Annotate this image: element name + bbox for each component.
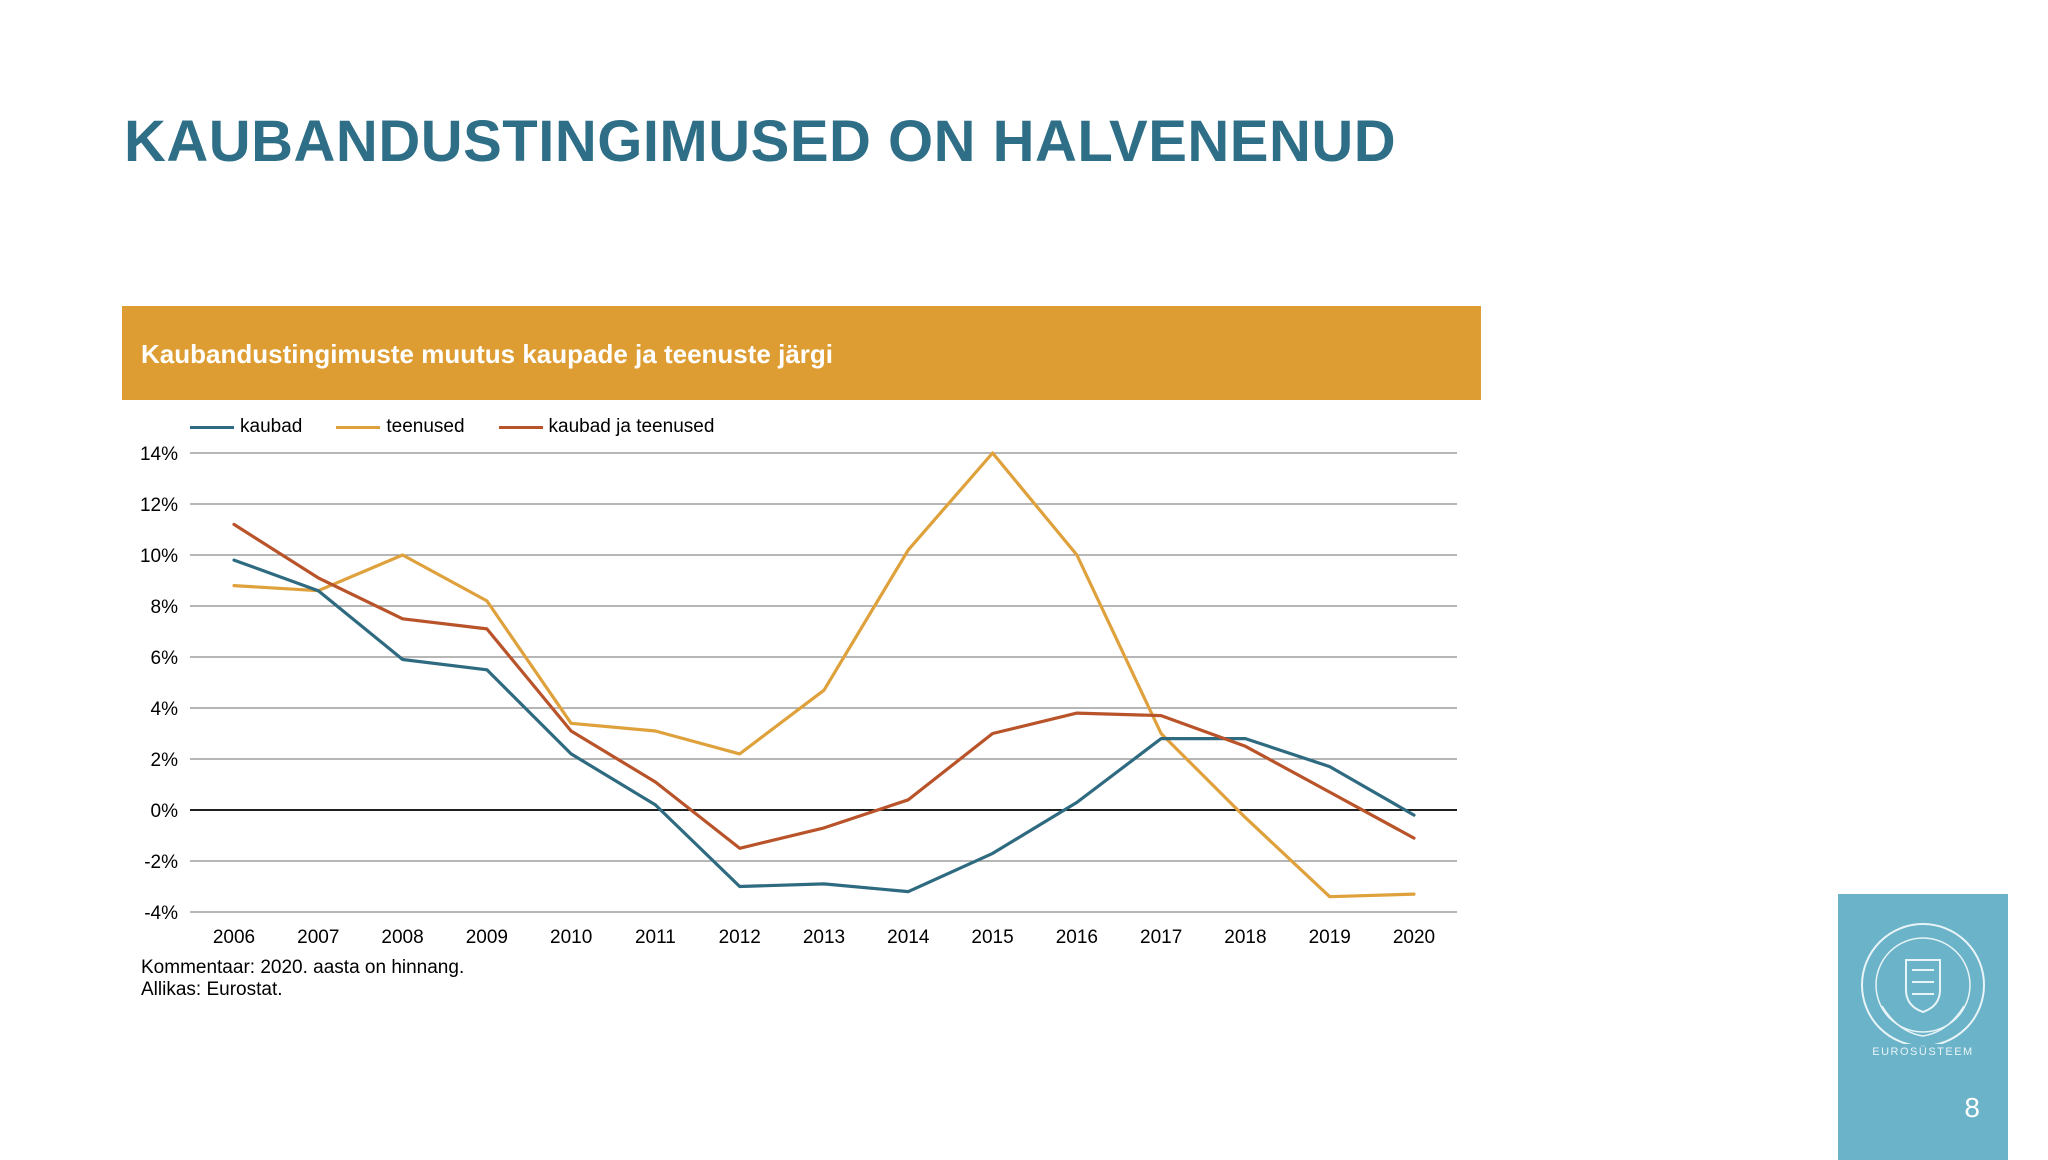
y-tick-label: 8% bbox=[151, 597, 179, 618]
x-tick-label: 2010 bbox=[550, 927, 592, 948]
chart-comment: Kommentaar: 2020. aasta on hinnang. bbox=[141, 957, 465, 978]
x-tick-label: 2011 bbox=[635, 927, 676, 948]
x-tick-label: 2012 bbox=[719, 927, 761, 948]
chart-legend: kaubad teenused kaubad ja teenused bbox=[190, 416, 748, 438]
chart-source: Allikas: Eurostat. bbox=[141, 979, 283, 1000]
y-tick-label: -4% bbox=[144, 903, 178, 924]
x-tick-label: 2006 bbox=[213, 927, 255, 948]
x-tick-label: 2009 bbox=[466, 927, 508, 948]
logo-label: EUROSÜSTEEM bbox=[1872, 1046, 1974, 1058]
x-tick-label: 2020 bbox=[1393, 927, 1435, 948]
line-chart: 14% 12% 10% 8% 6% 4% 2% 0% -2% -4% 2006 2007 2008 200… bbox=[140, 444, 1457, 948]
x-tick-label: 2015 bbox=[971, 927, 1013, 948]
legend-swatch-kaubad bbox=[190, 425, 234, 429]
legend-item-kaubad-ja-teenused: kaubad ja teenused bbox=[498, 416, 715, 438]
y-tick-label: 14% bbox=[140, 444, 178, 465]
y-tick-label: 6% bbox=[151, 648, 179, 669]
y-tick-label: 2% bbox=[151, 750, 179, 771]
chart-area: kaubad teenused kaubad ja teenused 14% 12… bbox=[122, 400, 1481, 1020]
page-number: 8 bbox=[1964, 1092, 1980, 1123]
x-tick-label: 2008 bbox=[381, 927, 423, 948]
eesti-pank-logo-icon bbox=[1861, 923, 1985, 1044]
slide-title: KAUBANDUSTINGIMUSED ON HALVENENUD bbox=[124, 109, 1397, 174]
x-tick-label: 2017 bbox=[1140, 927, 1182, 948]
y-tick-label: -2% bbox=[144, 852, 178, 873]
series-line-kaubad-ja-teenused bbox=[232, 522, 1416, 850]
legend-swatch-kaubad-ja-teenused bbox=[498, 425, 543, 429]
legend-label-kaubad-ja-teenused: kaubad ja teenused bbox=[548, 416, 715, 437]
y-tick-label: 4% bbox=[151, 699, 179, 720]
x-tick-label: 2019 bbox=[1309, 927, 1351, 948]
legend-item-kaubad: kaubad bbox=[190, 416, 302, 438]
x-tick-label: 2013 bbox=[803, 927, 845, 948]
legend-swatch-teenused bbox=[336, 425, 381, 429]
y-tick-label: 0% bbox=[151, 801, 179, 822]
x-tick-label: 2014 bbox=[887, 927, 930, 948]
brand-panel: EUROSÜSTEEM 8 bbox=[1838, 894, 2008, 1160]
y-tick-label: 12% bbox=[140, 495, 178, 516]
legend-item-teenused: teenused bbox=[336, 416, 465, 438]
chart-title: Kaubandustingimuste muutus kaupade ja te… bbox=[141, 339, 834, 369]
chart-title-banner: Kaubandustingimuste muutus kaupade ja te… bbox=[122, 306, 1481, 400]
x-tick-label: 2016 bbox=[1056, 927, 1098, 948]
legend-label-kaubad: kaubad bbox=[240, 416, 303, 437]
x-tick-label: 2018 bbox=[1224, 927, 1266, 948]
legend-label-teenused: teenused bbox=[386, 416, 465, 437]
series-line-kaubad bbox=[232, 558, 1416, 894]
x-tick-label: 2007 bbox=[297, 927, 339, 948]
y-tick-label: 10% bbox=[140, 546, 178, 567]
series-line-teenused bbox=[232, 451, 1416, 899]
